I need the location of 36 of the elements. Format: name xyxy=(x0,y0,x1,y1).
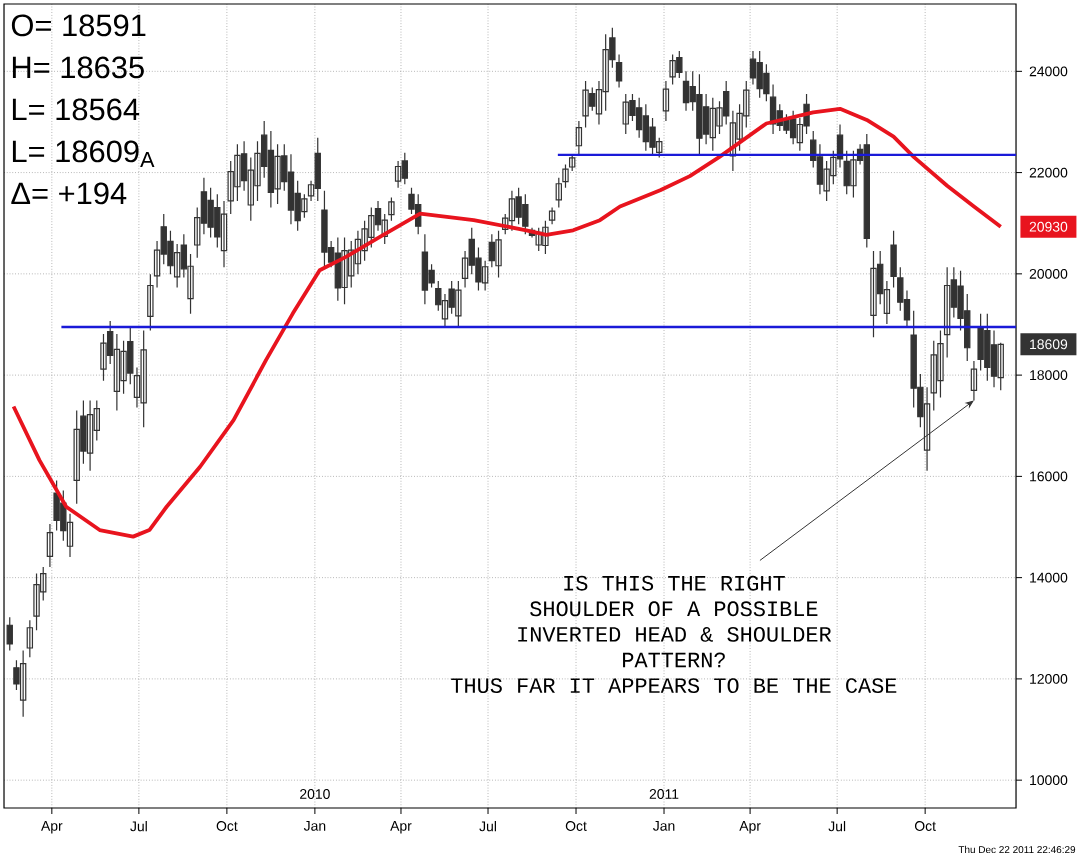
candlestick xyxy=(394,160,402,189)
annotation: PATTERN? xyxy=(623,652,725,668)
candlestick xyxy=(314,137,321,202)
candlestick xyxy=(870,250,877,338)
candlestick xyxy=(341,236,348,305)
candlestick xyxy=(321,190,328,268)
candlestick xyxy=(401,152,408,185)
candlestick xyxy=(696,73,703,155)
annotation: O= 18591 xyxy=(11,14,146,37)
candlestick xyxy=(86,399,94,472)
candlestick xyxy=(669,54,676,86)
candlestick xyxy=(642,103,650,152)
candlestick xyxy=(548,206,556,225)
candlestick xyxy=(508,190,516,232)
candlestick xyxy=(709,97,716,152)
annotation: IS THIS THE RIGHT xyxy=(564,575,785,591)
annotation: SHOULDER OF A POSSIBLE xyxy=(530,601,818,617)
annotation: Δ= +194 xyxy=(11,182,127,205)
annotation: THUS FAR IT APPEARS TO BE THE CASE xyxy=(451,678,897,694)
candlestick xyxy=(850,150,857,198)
candlestick xyxy=(455,280,462,329)
candlestick xyxy=(421,233,429,305)
candlestick xyxy=(984,313,991,382)
annotation: INVERTED HEAD & SHOULDER xyxy=(518,626,832,642)
annotation: L= 18564 xyxy=(12,98,140,121)
candlestick xyxy=(6,616,13,652)
candlestick xyxy=(46,523,54,568)
candlestick xyxy=(19,649,27,718)
candlestick xyxy=(622,93,629,135)
annotation: L= 18609$_{A}$ xyxy=(12,140,155,167)
candlestick xyxy=(140,329,147,428)
annotation: H= 18635 xyxy=(12,56,144,79)
candlestick xyxy=(662,80,670,122)
candlestick xyxy=(495,230,502,278)
candlestick xyxy=(522,193,529,235)
candlestick xyxy=(756,50,763,99)
